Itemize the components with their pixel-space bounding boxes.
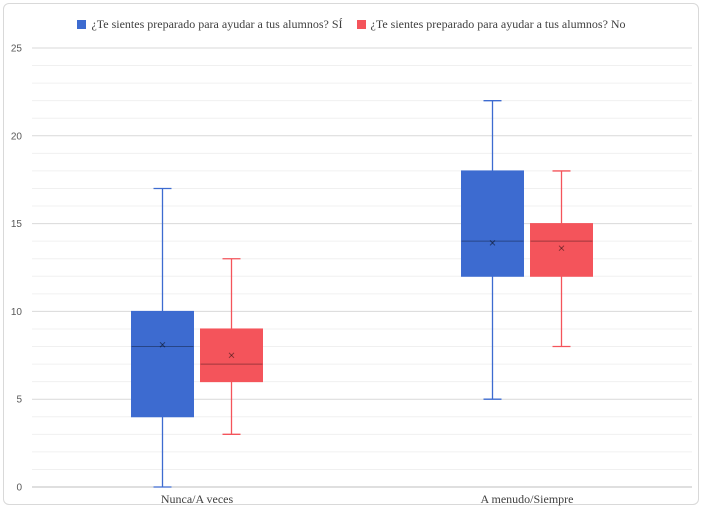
y-tick-label: 0 bbox=[16, 483, 22, 494]
box-iqr bbox=[200, 328, 263, 383]
mean-marker bbox=[159, 341, 166, 348]
y-tick-label: 25 bbox=[11, 44, 23, 55]
x-category-label: A menudo/Siempre bbox=[481, 492, 574, 506]
legend-label-no: ¿Te sientes preparado para ayudar a tus … bbox=[370, 17, 626, 31]
mean-marker bbox=[228, 352, 235, 359]
legend-swatch-no bbox=[356, 20, 366, 29]
legend-item-si: ¿Te sientes preparado para ayudar a tus … bbox=[77, 17, 343, 32]
mean-marker bbox=[228, 352, 235, 359]
legend-label-si: ¿Te sientes preparado para ayudar a tus … bbox=[91, 17, 343, 31]
mean-marker bbox=[489, 240, 496, 246]
y-tick-label: 5 bbox=[16, 395, 22, 406]
mean-marker bbox=[489, 240, 496, 246]
box-iqr bbox=[131, 310, 194, 418]
box-iqr bbox=[530, 223, 593, 277]
mean-marker bbox=[558, 245, 565, 252]
y-tick-label: 10 bbox=[11, 307, 23, 318]
legend: ¿Te sientes preparado para ayudar a tus … bbox=[0, 17, 703, 32]
legend-swatch-si bbox=[77, 20, 87, 29]
y-tick-label: 20 bbox=[11, 131, 23, 142]
box-iqr bbox=[461, 170, 524, 277]
y-tick-label: 15 bbox=[11, 219, 23, 230]
legend-item-no: ¿Te sientes preparado para ayudar a tus … bbox=[356, 17, 626, 32]
mean-marker bbox=[558, 245, 565, 252]
mean-marker bbox=[159, 341, 166, 348]
x-category-label: Nunca/A veces bbox=[161, 492, 234, 506]
